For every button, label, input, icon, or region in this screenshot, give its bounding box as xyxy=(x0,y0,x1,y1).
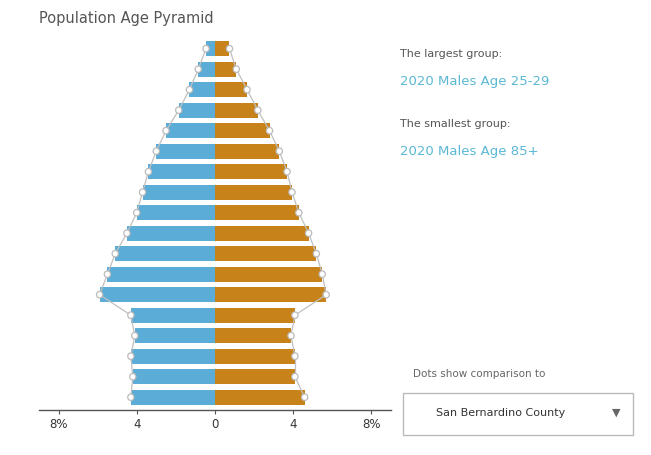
Circle shape xyxy=(323,291,329,298)
Bar xyxy=(131,390,215,404)
Circle shape xyxy=(128,312,134,318)
Text: Dots show comparison to: Dots show comparison to xyxy=(413,369,546,379)
Bar xyxy=(206,41,215,56)
Bar xyxy=(135,329,215,343)
Circle shape xyxy=(128,353,134,359)
Bar xyxy=(166,123,215,138)
Circle shape xyxy=(153,148,159,155)
Text: The smallest group:: The smallest group: xyxy=(400,119,511,129)
Bar xyxy=(215,185,292,200)
Circle shape xyxy=(233,66,240,72)
Circle shape xyxy=(133,209,140,216)
Circle shape xyxy=(284,168,290,175)
Circle shape xyxy=(319,271,326,278)
Bar xyxy=(115,246,215,261)
Bar xyxy=(215,164,287,179)
Circle shape xyxy=(139,189,146,196)
Circle shape xyxy=(112,250,118,257)
Text: ⚙: ⚙ xyxy=(596,30,616,50)
Circle shape xyxy=(266,127,273,134)
Circle shape xyxy=(124,230,130,237)
Bar xyxy=(127,226,215,241)
Bar xyxy=(215,82,247,97)
Circle shape xyxy=(305,230,312,237)
Bar xyxy=(189,82,215,97)
Text: Population Age Pyramid: Population Age Pyramid xyxy=(39,11,214,26)
Circle shape xyxy=(292,312,298,318)
Bar xyxy=(156,144,215,159)
Circle shape xyxy=(132,333,138,339)
Text: ▼: ▼ xyxy=(613,408,621,418)
Bar xyxy=(215,287,326,302)
Bar xyxy=(215,62,236,76)
Bar xyxy=(131,349,215,364)
Circle shape xyxy=(292,374,298,380)
Bar xyxy=(199,62,215,76)
Text: The largest group:: The largest group: xyxy=(400,49,503,59)
Circle shape xyxy=(195,66,201,72)
Circle shape xyxy=(255,107,261,113)
Text: 2020 Males Age 25-29: 2020 Males Age 25-29 xyxy=(400,75,549,88)
Bar xyxy=(100,287,215,302)
Circle shape xyxy=(104,271,111,278)
Bar xyxy=(215,308,295,323)
Bar xyxy=(107,267,215,282)
Circle shape xyxy=(313,250,320,257)
Circle shape xyxy=(128,394,134,400)
Bar xyxy=(215,205,299,220)
Bar xyxy=(215,103,258,117)
Circle shape xyxy=(186,86,193,93)
Bar xyxy=(148,164,215,179)
FancyBboxPatch shape xyxy=(403,393,633,435)
Bar xyxy=(215,329,291,343)
Circle shape xyxy=(227,46,232,52)
Bar xyxy=(215,41,230,56)
Bar xyxy=(137,205,215,220)
Circle shape xyxy=(203,46,209,52)
Bar xyxy=(133,369,215,384)
Bar xyxy=(143,185,215,200)
Bar xyxy=(215,226,309,241)
Bar xyxy=(215,123,270,138)
Bar xyxy=(215,246,316,261)
Circle shape xyxy=(288,333,294,339)
Text: San Bernardino County: San Bernardino County xyxy=(436,408,565,418)
Circle shape xyxy=(96,291,103,298)
Circle shape xyxy=(130,374,136,380)
Circle shape xyxy=(276,148,283,155)
Circle shape xyxy=(145,168,152,175)
Circle shape xyxy=(176,107,182,113)
Bar xyxy=(215,390,305,404)
Bar xyxy=(215,144,279,159)
Circle shape xyxy=(163,127,169,134)
Text: 2020 Males Age 85+: 2020 Males Age 85+ xyxy=(400,145,539,158)
Bar xyxy=(131,308,215,323)
Bar xyxy=(215,349,295,364)
Bar xyxy=(215,267,322,282)
Text: ▼: ▼ xyxy=(548,29,564,49)
Circle shape xyxy=(244,86,250,93)
Circle shape xyxy=(301,394,308,400)
Bar xyxy=(178,103,215,117)
Circle shape xyxy=(292,353,298,359)
Circle shape xyxy=(289,189,295,196)
Circle shape xyxy=(296,209,302,216)
Bar xyxy=(215,369,295,384)
